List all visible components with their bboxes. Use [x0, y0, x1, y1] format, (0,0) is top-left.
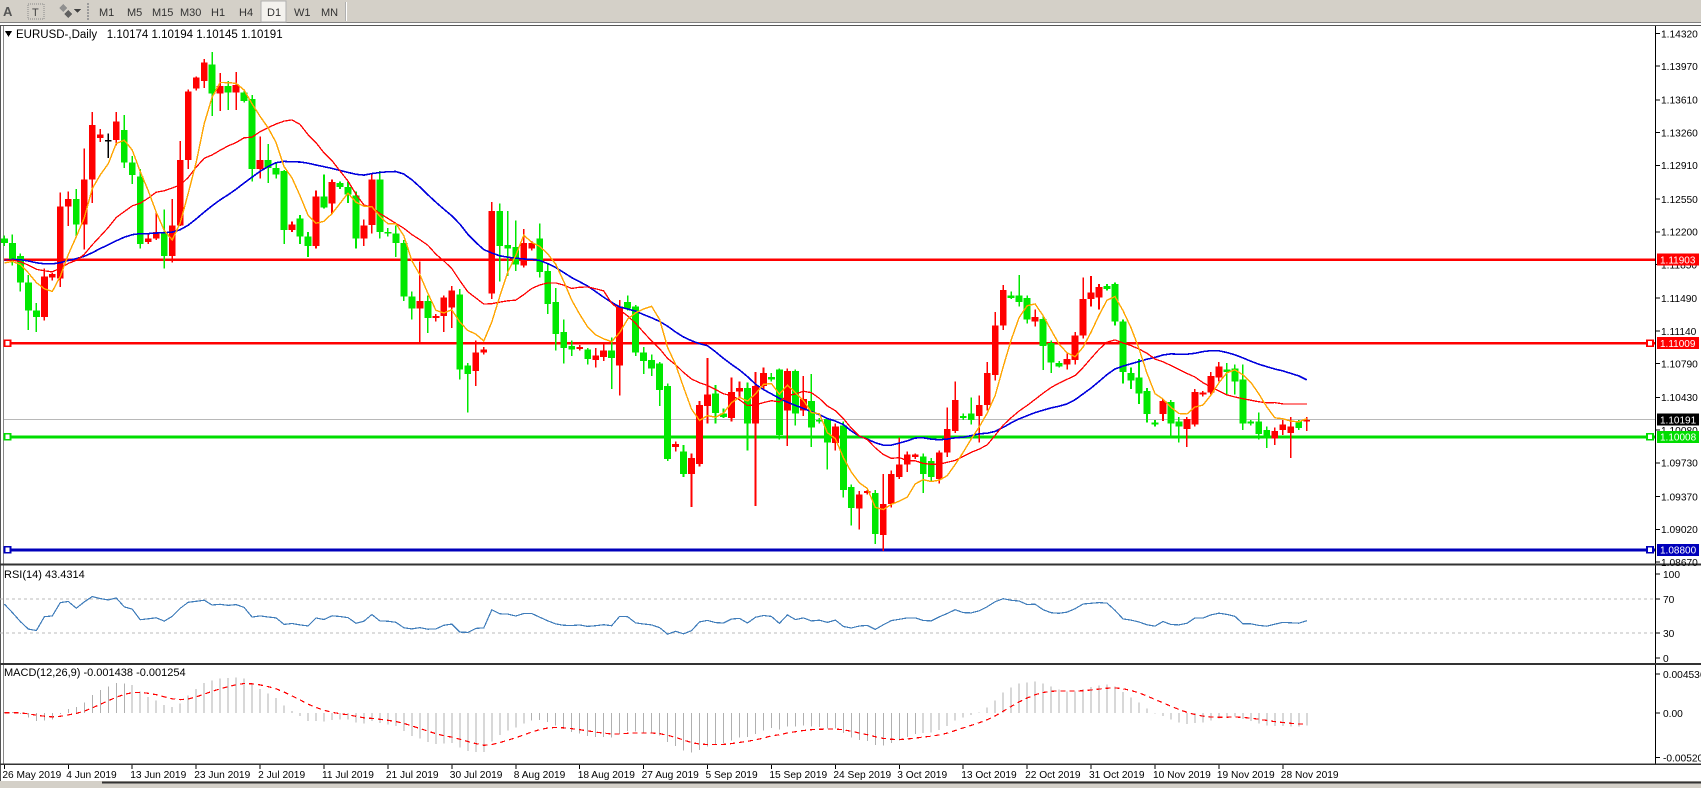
svg-text:1.09370: 1.09370 — [1661, 492, 1698, 503]
svg-text:1.09730: 1.09730 — [1661, 459, 1698, 470]
svg-text:1.11490: 1.11490 — [1661, 294, 1697, 305]
svg-text:22 Oct 2019: 22 Oct 2019 — [1025, 770, 1081, 781]
svg-text:H1: H1 — [211, 7, 225, 19]
svg-text:4 Jun 2019: 4 Jun 2019 — [66, 770, 117, 781]
svg-text:D1: D1 — [267, 7, 281, 19]
svg-text:1.08670: 1.08670 — [1661, 558, 1698, 569]
svg-text:1.08800: 1.08800 — [1660, 546, 1697, 557]
svg-text:1.10191: 1.10191 — [1660, 416, 1697, 427]
svg-text:1.10790: 1.10790 — [1661, 360, 1698, 371]
svg-text:1.14320: 1.14320 — [1661, 29, 1698, 40]
svg-text:M1: M1 — [99, 7, 114, 19]
svg-text:21 Jul 2019: 21 Jul 2019 — [386, 770, 439, 781]
svg-text:1.09020: 1.09020 — [1661, 525, 1698, 536]
svg-text:26 May 2019: 26 May 2019 — [2, 770, 61, 781]
svg-text:1.11903: 1.11903 — [1660, 255, 1696, 266]
svg-text:28 Nov 2019: 28 Nov 2019 — [1281, 770, 1339, 781]
svg-text:1.12550: 1.12550 — [1661, 195, 1698, 206]
svg-text:M15: M15 — [152, 7, 173, 19]
svg-text:MACD(12,26,9) -0.001438 -0.001: MACD(12,26,9) -0.001438 -0.001254 — [4, 667, 186, 679]
svg-text:1.11009: 1.11009 — [1660, 339, 1696, 350]
svg-text:70: 70 — [1663, 595, 1675, 606]
svg-text:18 Aug 2019: 18 Aug 2019 — [578, 770, 636, 781]
svg-text:8 Aug 2019: 8 Aug 2019 — [514, 770, 566, 781]
svg-text:30 Jul 2019: 30 Jul 2019 — [450, 770, 503, 781]
svg-text:13 Oct 2019: 13 Oct 2019 — [961, 770, 1017, 781]
svg-text:M30: M30 — [180, 7, 201, 19]
svg-text:30: 30 — [1663, 629, 1675, 640]
svg-text:EURUSD-,Daily 1.10174 1.1019: EURUSD-,Daily 1.10174 1.10194 1.10145 1.… — [16, 29, 283, 41]
svg-text:100: 100 — [1663, 570, 1680, 581]
svg-text:15 Sep 2019: 15 Sep 2019 — [769, 770, 827, 781]
svg-text:RSI(14) 43.4314: RSI(14) 43.4314 — [4, 569, 85, 581]
svg-text:-0.005205: -0.005205 — [1663, 754, 1701, 765]
svg-text:3 Oct 2019: 3 Oct 2019 — [897, 770, 947, 781]
svg-text:5 Sep 2019: 5 Sep 2019 — [706, 770, 758, 781]
svg-text:1.13260: 1.13260 — [1661, 129, 1698, 140]
svg-text:1.13610: 1.13610 — [1661, 96, 1698, 107]
svg-text:1.10430: 1.10430 — [1661, 393, 1698, 404]
svg-text:11 Jul 2019: 11 Jul 2019 — [322, 770, 374, 781]
svg-text:1.13970: 1.13970 — [1661, 62, 1698, 73]
svg-text:1.12910: 1.12910 — [1661, 161, 1698, 172]
svg-text:0.004536: 0.004536 — [1663, 670, 1701, 681]
svg-text:24 Sep 2019: 24 Sep 2019 — [833, 770, 891, 781]
svg-text:1.11140: 1.11140 — [1661, 327, 1697, 338]
svg-text:MN: MN — [321, 7, 338, 19]
svg-text:27 Aug 2019: 27 Aug 2019 — [642, 770, 700, 781]
svg-text:1.11850: 1.11850 — [1661, 260, 1697, 271]
svg-text:0: 0 — [1663, 654, 1669, 665]
svg-text:1.12200: 1.12200 — [1661, 228, 1698, 239]
svg-text:T: T — [32, 7, 39, 19]
svg-text:M5: M5 — [127, 7, 142, 19]
svg-text:2 Jul 2019: 2 Jul 2019 — [258, 770, 305, 781]
svg-text:10 Nov 2019: 10 Nov 2019 — [1153, 770, 1211, 781]
svg-text:0.00: 0.00 — [1663, 709, 1683, 720]
svg-text:13 Jun 2019: 13 Jun 2019 — [130, 770, 186, 781]
svg-text:31 Oct 2019: 31 Oct 2019 — [1089, 770, 1145, 781]
svg-text:H4: H4 — [239, 7, 253, 19]
svg-text:1.10008: 1.10008 — [1660, 433, 1697, 444]
svg-text:W1: W1 — [294, 7, 311, 19]
svg-text:A: A — [3, 4, 13, 19]
svg-text:23 Jun 2019: 23 Jun 2019 — [194, 770, 250, 781]
svg-text:19 Nov 2019: 19 Nov 2019 — [1217, 770, 1275, 781]
